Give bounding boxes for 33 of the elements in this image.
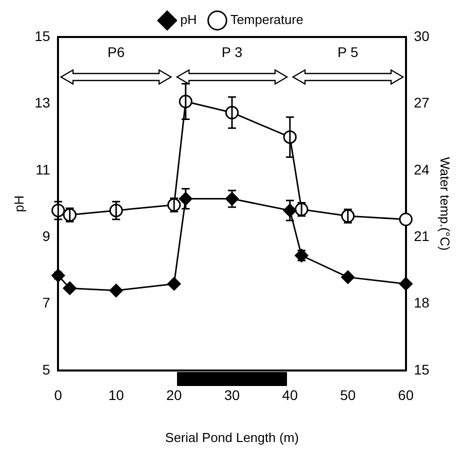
annotation: P6 (108, 44, 125, 60)
x-tick-label: 40 (282, 386, 298, 403)
y-tick-label: 9 (42, 228, 50, 244)
point (109, 284, 123, 298)
y2-tick-label: 21 (414, 228, 430, 244)
annotation: P 3 (222, 44, 243, 60)
y-tick-label: 13 (34, 94, 50, 111)
x-tick-label: 10 (108, 386, 124, 403)
point (399, 212, 413, 226)
x-tick-label: 20 (166, 386, 182, 403)
y-axis-title: pH (11, 195, 26, 212)
y2-tick-label: 18 (414, 294, 430, 311)
x-axis-title: Serial Pond Length (m) (165, 430, 299, 445)
y2-axis-title: Water temp.(°C) (438, 157, 453, 251)
annotation: P 5 (338, 44, 358, 60)
legend-label: Temperature (230, 12, 304, 28)
legend-label: pH (180, 12, 197, 28)
y-tick-label: 15 (34, 28, 50, 44)
point (167, 277, 181, 291)
x-tick-label: 60 (398, 386, 414, 403)
y-tick-label: 7 (42, 294, 50, 311)
x-tick-label: 30 (224, 386, 240, 403)
y-tick-label: 5 (42, 361, 50, 378)
point (399, 277, 413, 291)
x-tick-label: 50 (340, 386, 356, 403)
y-tick-label: 11 (36, 161, 50, 178)
y2-tick-label: 27 (414, 94, 430, 111)
y2-tick-label: 30 (414, 28, 430, 44)
point (341, 270, 355, 284)
y2-tick-label: 24 (414, 161, 430, 178)
y2-tick-label: 15 (414, 361, 430, 378)
point (63, 281, 77, 295)
x-tick-label: 0 (54, 386, 62, 403)
